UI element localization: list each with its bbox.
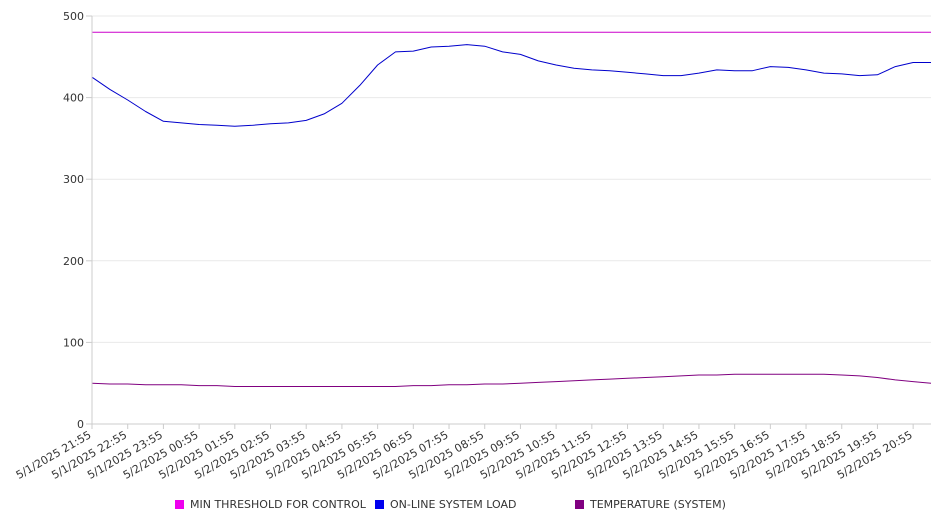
legend-label-threshold: MIN THRESHOLD FOR CONTROL [190, 498, 366, 511]
legend-item-system-load[interactable]: ON-LINE SYSTEM LOAD [375, 498, 516, 511]
y-tick-label: 200 [63, 255, 84, 268]
legend-swatch-system-load [375, 500, 384, 509]
legend-item-temperature[interactable]: TEMPERATURE (SYSTEM) [575, 498, 726, 511]
system-load-line [91, 44, 931, 127]
temperature-line [91, 373, 932, 387]
grid-lines [92, 15, 931, 343]
legend-label-temperature: TEMPERATURE (SYSTEM) [590, 498, 726, 511]
y-tick-label: 300 [63, 173, 84, 186]
legend: MIN THRESHOLD FOR CONTROL ON-LINE SYSTEM… [175, 498, 935, 514]
legend-item-threshold[interactable]: MIN THRESHOLD FOR CONTROL [175, 498, 366, 511]
legend-swatch-temperature [575, 500, 584, 509]
y-tick-label: 400 [63, 92, 84, 105]
legend-swatch-threshold [175, 500, 184, 509]
y-axis-ticks: 0 100 200 300 400 500 [63, 10, 92, 431]
legend-label-system-load: ON-LINE SYSTEM LOAD [390, 498, 517, 511]
x-axis-ticks: 5/1/2025 21:555/1/2025 22:555/1/2025 23:… [14, 424, 915, 482]
y-tick-label: 0 [77, 418, 84, 431]
y-tick-label: 100 [63, 336, 84, 349]
y-tick-label: 500 [63, 10, 84, 23]
series-lines [91, 31, 932, 387]
